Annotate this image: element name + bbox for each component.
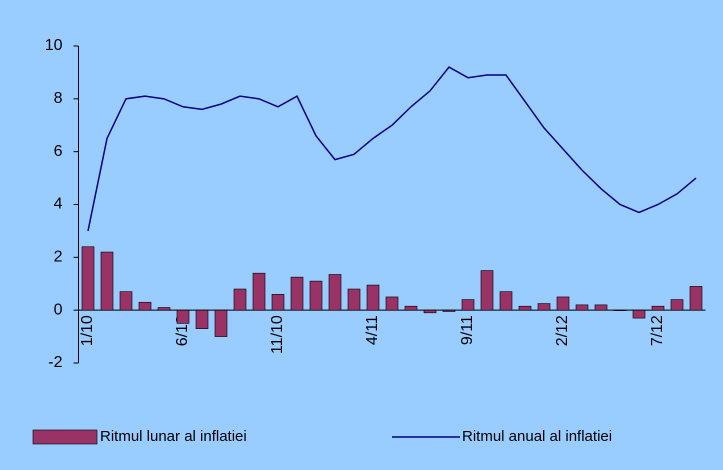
y-tick-label: 0 — [54, 301, 63, 318]
x-tick-label: 9/11 — [459, 315, 476, 345]
bar — [233, 288, 247, 311]
y-tick-label: 8 — [54, 90, 63, 107]
bar — [176, 309, 190, 324]
bar — [81, 246, 95, 311]
x-tick-label: 4/11 — [364, 315, 381, 345]
bar — [651, 305, 665, 311]
y-tick-label: 6 — [54, 143, 63, 160]
bar — [689, 286, 703, 311]
bar — [290, 276, 304, 311]
bar — [499, 291, 513, 311]
bar — [157, 307, 171, 311]
bar — [594, 304, 608, 311]
bar — [119, 291, 133, 311]
line — [87, 66, 697, 232]
bar — [366, 284, 380, 311]
y-tick-label: 10 — [45, 37, 63, 54]
y-tick-label: 2 — [54, 249, 63, 266]
bar — [480, 270, 494, 311]
x-tick-label: 1/10 — [79, 315, 96, 346]
bar — [252, 272, 266, 311]
bar — [328, 274, 342, 311]
bar — [670, 299, 684, 311]
bar — [404, 305, 418, 311]
bar — [309, 280, 323, 311]
bar — [423, 309, 437, 314]
bar — [613, 309, 627, 311]
bar — [632, 309, 646, 319]
bar — [347, 288, 361, 311]
bar — [100, 251, 114, 311]
legend-label: Ritmul lunar al inflatiei — [100, 428, 247, 445]
bar — [575, 304, 589, 311]
x-tick-label: 2/12 — [554, 315, 571, 346]
bar — [518, 305, 532, 311]
bar — [385, 296, 399, 311]
y-tick-label: -2 — [48, 354, 62, 371]
x-tick-label: 7/12 — [649, 315, 666, 346]
y-tick-label: 4 — [54, 196, 63, 213]
bar — [271, 294, 285, 311]
bar — [461, 299, 475, 311]
bar — [537, 303, 551, 311]
bar — [138, 301, 152, 311]
x-tick-label: 11/10 — [269, 315, 286, 354]
bar — [442, 309, 456, 312]
bar — [556, 296, 570, 311]
bar — [195, 309, 209, 329]
legend-label: Ritmul anual al inflatiei — [462, 428, 612, 445]
legend-swatch — [32, 429, 98, 445]
bar — [214, 309, 228, 337]
